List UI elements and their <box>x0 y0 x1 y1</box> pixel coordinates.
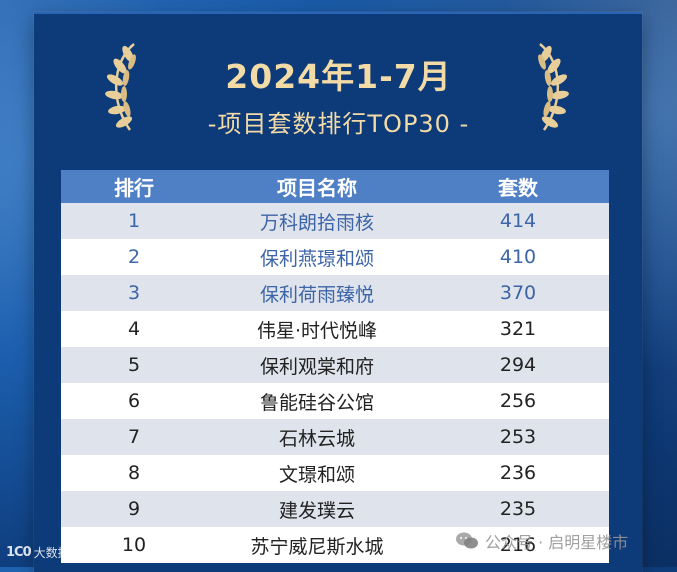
watermark-right: 公众号 · 启明星楼市 <box>455 529 628 553</box>
project-name-cell: 保利燕璟和颂 <box>259 247 374 270</box>
watermark-left-text: 大数据眼 <box>33 546 82 560</box>
ranking-table: 排行 项目名称 套数 1 万科朗拾雨核 414 2 保利燕璟和颂 410 3 保… <box>61 170 609 563</box>
count-cell: 235 <box>499 498 537 520</box>
table-row: 3 保利荷雨臻悦 370 <box>61 275 609 311</box>
laurel-left-icon <box>105 43 136 131</box>
wechat-icon <box>456 532 478 549</box>
rank-cell: 10 <box>121 534 147 556</box>
project-name-cell: 保利荷雨臻悦 <box>259 283 374 306</box>
rank-cell: 6 <box>127 390 141 412</box>
table-row: 7 石林云城 253 <box>61 419 609 455</box>
rank-cell: 8 <box>127 462 141 484</box>
count-cell: 321 <box>499 318 537 340</box>
count-cell: 410 <box>499 246 537 268</box>
watermark-logo: 1C0 <box>6 545 32 560</box>
table-row: 9 建发璞云 235 <box>61 491 609 527</box>
project-name-cell: 石林云城 <box>278 427 355 450</box>
header-project-name: 项目名称 <box>277 176 357 200</box>
table-row: 4 伟星·时代悦峰 321 <box>61 311 609 347</box>
project-name-cell: 伟星·时代悦峰 <box>256 319 378 342</box>
header-count: 套数 <box>498 176 538 200</box>
rank-cell: 2 <box>127 246 141 268</box>
table-row: 1 万科朗拾雨核 414 <box>61 203 609 239</box>
project-name-cell: 苏宁威尼斯水城 <box>250 535 384 558</box>
count-cell: 256 <box>499 390 537 412</box>
table-row: 6 鲁能硅谷公馆 256 <box>61 383 609 419</box>
table-row: 10 苏宁威尼斯水城 216 <box>61 527 609 563</box>
count-cell: 294 <box>499 354 537 376</box>
count-cell: 370 <box>499 282 537 304</box>
rank-cell: 3 <box>127 282 141 304</box>
laurel-right-icon <box>538 43 569 131</box>
rank-cell: 7 <box>127 426 141 448</box>
count-cell: 236 <box>499 462 537 484</box>
project-name-cell: 鲁能硅谷公馆 <box>259 391 374 414</box>
page-subtitle: -项目套数排行TOP30 - <box>207 110 470 138</box>
table-row: 8 文璟和颂 236 <box>61 455 609 491</box>
watermark-right-text: 公众号 · 启明星楼市 <box>485 533 629 552</box>
page-title: 2024年1-7月 <box>225 57 452 96</box>
rank-cell: 1 <box>127 210 141 232</box>
header-rank: 排行 <box>114 176 154 200</box>
table-row: 2 保利燕璟和颂 410 <box>61 239 609 275</box>
table-row: 5 保利观棠和府 294 <box>61 347 609 383</box>
watermark-left: 1C0 大数据眼 <box>6 544 82 561</box>
count-cell: 216 <box>499 534 537 556</box>
project-name-cell: 万科朗拾雨核 <box>259 211 374 234</box>
count-cell: 414 <box>499 210 537 232</box>
project-name-cell: 文璟和颂 <box>278 463 355 486</box>
project-name-cell: 保利观棠和府 <box>259 355 374 378</box>
panel-border <box>34 12 642 14</box>
rank-cell: 9 <box>127 498 141 520</box>
rank-cell: 5 <box>127 354 141 376</box>
rank-cell: 4 <box>127 318 141 340</box>
count-cell: 253 <box>499 426 537 448</box>
project-name-cell: 建发璞云 <box>278 499 355 522</box>
table-header: 排行 项目名称 套数 <box>61 170 609 203</box>
